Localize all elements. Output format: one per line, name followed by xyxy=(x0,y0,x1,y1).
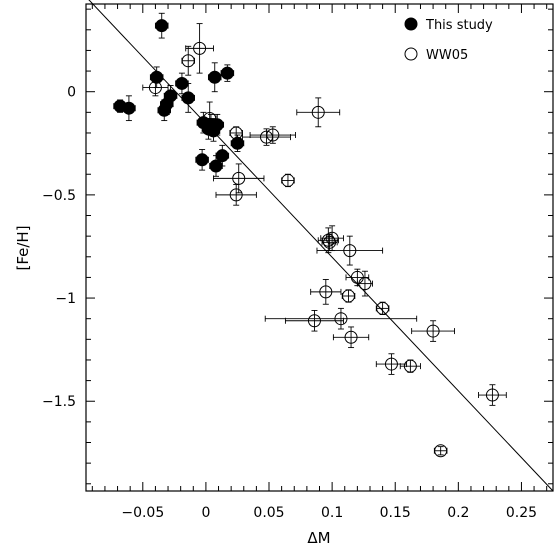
data-point-ww05 xyxy=(321,233,335,247)
data-point-ww05 xyxy=(384,357,398,371)
data-point-this-study xyxy=(208,70,222,84)
data-point-this-study xyxy=(230,136,244,150)
data-points xyxy=(113,19,499,458)
data-point-ww05 xyxy=(307,314,321,328)
data-point-ww05 xyxy=(343,244,357,258)
axis-ticks xyxy=(86,4,553,491)
x-tick-label: 0.1 xyxy=(321,505,343,521)
x-axis-label: ΔM xyxy=(307,529,330,547)
data-point-ww05 xyxy=(485,388,499,402)
data-point-ww05 xyxy=(259,130,273,144)
x-tick-label: 0.05 xyxy=(253,505,284,521)
legend-label-ww05: WW05 xyxy=(426,48,468,63)
data-point-ww05 xyxy=(203,112,217,126)
data-point-this-study xyxy=(209,159,223,173)
data-point-ww05 xyxy=(148,81,162,95)
fit-line-group xyxy=(88,0,554,492)
data-point-ww05 xyxy=(319,285,333,299)
data-point-this-study xyxy=(195,153,209,167)
legend-label-this-study: This study xyxy=(425,18,493,33)
data-point-this-study xyxy=(122,101,136,115)
x-tick-labels: −0.05 0 0.05 0.1 0.15 0.2 0.25 xyxy=(121,505,537,521)
x-tick-label: 0.15 xyxy=(380,505,411,521)
data-point-this-study xyxy=(155,19,169,33)
legend: This study WW05 xyxy=(404,17,493,63)
data-point-ww05 xyxy=(229,188,243,202)
x-tick-label: −0.05 xyxy=(121,505,164,521)
x-tick-label: 0.25 xyxy=(506,505,537,521)
data-point-this-study xyxy=(164,89,178,103)
y-tick-label: 0 xyxy=(67,85,76,101)
data-point-ww05 xyxy=(232,171,246,185)
data-point-ww05 xyxy=(229,126,243,140)
data-point-ww05 xyxy=(358,277,372,291)
data-point-ww05 xyxy=(281,173,295,187)
data-point-ww05 xyxy=(193,41,207,55)
data-point-ww05 xyxy=(426,324,440,338)
data-point-this-study xyxy=(210,118,224,132)
data-point-ww05 xyxy=(376,301,390,315)
data-point-ww05 xyxy=(323,235,337,249)
data-point-ww05 xyxy=(342,289,356,303)
y-axis-label: [Fe/H] xyxy=(14,225,32,270)
data-point-ww05 xyxy=(311,105,325,119)
data-point-ww05 xyxy=(325,231,339,245)
data-point-this-study xyxy=(220,66,234,80)
data-point-this-study xyxy=(181,91,195,105)
x-tick-label: 0 xyxy=(201,505,210,521)
data-point-ww05 xyxy=(334,312,348,326)
x-tick-label: 0.2 xyxy=(447,505,469,521)
data-point-this-study xyxy=(175,76,189,90)
fit-line xyxy=(88,0,554,492)
y-tick-label: −1 xyxy=(55,291,76,307)
y-tick-labels: 0 −0.5 −1 −1.5 xyxy=(42,85,76,411)
data-point-ww05 xyxy=(181,54,195,68)
legend-marker-ww05 xyxy=(404,47,418,61)
data-point-ww05 xyxy=(344,330,358,344)
data-point-ww05 xyxy=(403,359,417,373)
data-point-this-study xyxy=(215,149,229,163)
data-point-this-study xyxy=(150,70,164,84)
y-tick-label: −0.5 xyxy=(42,188,76,204)
data-point-ww05 xyxy=(266,128,280,142)
y-tick-label: −1.5 xyxy=(42,394,76,410)
legend-marker-this-study xyxy=(404,17,418,31)
data-point-ww05 xyxy=(434,444,448,458)
